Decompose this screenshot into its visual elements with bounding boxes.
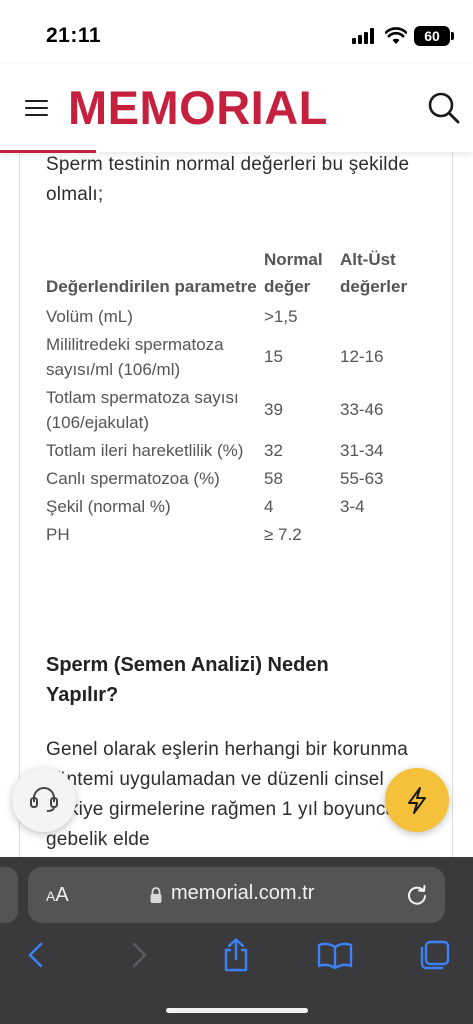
row-range: 31-34 — [340, 440, 384, 460]
row-normal-value: >1,5 — [264, 306, 298, 326]
row-range: 12-16 — [340, 347, 384, 366]
previous-tab-preview[interactable] — [0, 867, 18, 923]
header-parameter: Değerlendirilen parametre — [46, 277, 257, 296]
intro-text: Sperm testinin normal değerleri bu şekil… — [46, 154, 410, 205]
table-row: Totlam ileri hareketlilik (%) 32 31-34 — [46, 436, 426, 464]
cellular-signal-icon — [352, 28, 378, 44]
battery-level: 60 — [424, 28, 440, 44]
article-content: Sperm testinin normal değerleri bu şekil… — [19, 152, 453, 858]
lightning-icon — [408, 787, 426, 814]
row-range: 55-63 — [340, 468, 384, 488]
memorial-logo[interactable]: MEMORIAL — [68, 81, 328, 134]
header-normal-value: Normal değer — [264, 250, 323, 296]
header-accent-line — [0, 150, 96, 153]
row-normal-value: ≥ 7.2 — [264, 524, 302, 544]
forward-icon[interactable] — [118, 935, 158, 975]
status-bar: 21:11 60 — [0, 0, 473, 64]
row-normal-value: 39 — [264, 400, 283, 419]
address-bar[interactable]: AA memorial.com.tr — [28, 867, 445, 923]
tabs-icon[interactable] — [414, 935, 454, 975]
row-normal-value: 15 — [264, 347, 283, 366]
table-row: Şekil (normal %) 4 3-4 — [46, 492, 426, 520]
aa-large: A — [55, 884, 69, 906]
reload-icon[interactable] — [404, 882, 430, 908]
headset-icon — [30, 787, 58, 812]
row-range: 33-46 — [340, 400, 384, 419]
row-parameter: PH — [46, 524, 70, 544]
header-range: Alt-Üst değerler — [340, 250, 408, 296]
row-range — [340, 302, 426, 330]
table-row: PH ≥ 7.2 — [46, 520, 426, 548]
site-header: MEMORIAL — [0, 64, 473, 152]
row-parameter: Totlam spermatoza sayısı (106/ejakulat) — [46, 387, 239, 432]
row-parameter: Volüm (mL) — [46, 306, 133, 326]
row-parameter: Şekil (normal %) — [46, 496, 171, 516]
table-row: Canlı spermatozoa (%) 58 55-63 — [46, 464, 426, 492]
bookmarks-icon[interactable] — [315, 935, 355, 975]
row-normal-value: 32 — [264, 440, 283, 460]
lock-icon — [150, 887, 162, 903]
row-parameter: Totlam ileri hareketlilik (%) — [46, 440, 244, 460]
aa-small: A — [46, 888, 56, 904]
url-text: memorial.com.tr — [171, 882, 315, 904]
back-icon[interactable] — [17, 935, 57, 975]
row-range: 3-4 — [340, 496, 365, 516]
row-range — [340, 520, 426, 548]
table-row: Volüm (mL) >1,5 — [46, 302, 426, 330]
status-time: 21:11 — [46, 24, 102, 47]
hamburger-menu-icon[interactable] — [22, 94, 54, 120]
home-indicator — [166, 1008, 308, 1013]
body-paragraph: Genel olarak eşlerin herhangi bir korunm… — [46, 739, 409, 850]
row-normal-value: 58 — [264, 468, 283, 488]
support-button[interactable] — [12, 768, 76, 832]
wifi-icon — [385, 27, 407, 44]
battery-tip — [451, 32, 454, 40]
row-normal-value: 4 — [264, 496, 274, 516]
section-title: Sperm (Semen Analizi) Neden Yapılır? — [46, 654, 329, 706]
table-header-row: Değerlendirilen parametre Normal değer A… — [46, 246, 426, 302]
table-row: Totlam spermatoza sayısı (106/ejakulat) … — [46, 383, 426, 436]
share-icon[interactable] — [216, 935, 256, 975]
row-parameter: Mililitredeki spermatoza sayısı/ml (106/… — [46, 334, 224, 379]
battery-icon: 60 — [414, 26, 450, 46]
browser-toolbar: AA memorial.com.tr — [0, 857, 473, 1024]
search-icon[interactable] — [424, 88, 464, 128]
row-parameter: Canlı spermatozoa (%) — [46, 468, 220, 488]
sperm-values-table: Değerlendirilen parametre Normal değer A… — [46, 246, 426, 548]
reader-settings-button[interactable]: AA — [46, 884, 69, 907]
table-row: Mililitredeki spermatoza sayısı/ml (106/… — [46, 330, 426, 383]
quick-action-button[interactable] — [385, 768, 449, 832]
